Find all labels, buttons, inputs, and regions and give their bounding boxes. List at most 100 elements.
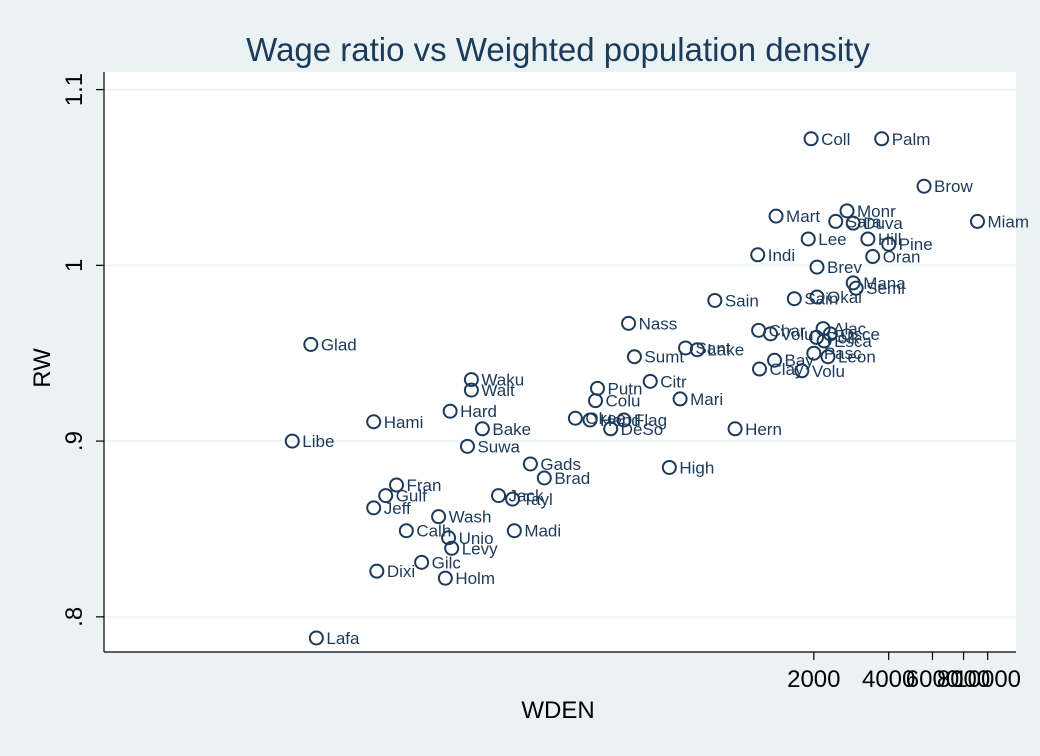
point-label: Lee (818, 230, 846, 249)
point-label: Jeff (384, 499, 411, 518)
scatter-point (816, 333, 832, 349)
point-label: Sain (804, 290, 838, 309)
scatter-point (794, 363, 810, 379)
point-label: Alac (833, 320, 867, 339)
point-label: Dixi (387, 562, 415, 581)
point-label: Gulf (396, 487, 427, 506)
point-label: Hard (460, 402, 497, 421)
scatter-point (768, 208, 784, 224)
point-label: Mart (786, 207, 820, 226)
plot-area (104, 72, 1016, 652)
point-label: Mana (863, 274, 906, 293)
scatter-point (522, 456, 538, 472)
scatter-point (672, 391, 688, 407)
y-axis-title: RW (29, 348, 56, 388)
y-tick-label: 1 (61, 259, 88, 272)
scatter-point (820, 349, 836, 365)
point-label: Holm (455, 569, 495, 588)
point-label: Gads (540, 455, 581, 474)
point-label: Jack (509, 487, 544, 506)
point-label: Levy (462, 539, 498, 558)
scatter-point (803, 131, 819, 147)
point-label: Colu (605, 392, 640, 411)
scatter-point (303, 336, 319, 352)
point-label: Citr (660, 372, 687, 391)
scatter-point (459, 438, 475, 454)
scatter-point (444, 540, 460, 556)
scatter-point (506, 523, 522, 539)
point-label: Coll (821, 130, 850, 149)
x-tick-label: 4000 (862, 666, 915, 693)
point-label: Sant (696, 339, 731, 358)
point-label: Sain (725, 291, 759, 310)
point-label: Gilc (432, 553, 462, 572)
y-tick-label: 1.1 (61, 73, 88, 106)
scatter-point (491, 488, 507, 504)
point-label: Mari (690, 390, 723, 409)
scatter-point (808, 329, 824, 345)
scatter-point (809, 259, 825, 275)
scatter-point (786, 291, 802, 307)
point-label: Brev (827, 258, 862, 277)
scatter-point (806, 345, 822, 361)
y-tick-label: .9 (61, 431, 88, 451)
scatter-point (389, 477, 405, 493)
point-label: Okal (827, 288, 862, 307)
chart-title: Wage ratio vs Weighted population densit… (246, 31, 870, 68)
point-label: Tayl (523, 490, 553, 509)
scatter-point (828, 213, 844, 229)
point-label: Flag (634, 411, 667, 430)
scatter-point (505, 491, 521, 507)
point-label: Duva (863, 214, 903, 233)
point-label: Wash (449, 508, 492, 527)
scatter-point (441, 530, 457, 546)
point-label: Monr (857, 202, 896, 221)
scatter-point (969, 213, 985, 229)
scatter-point (603, 421, 619, 437)
point-label: Semi (866, 279, 905, 298)
scatter-point (809, 289, 825, 305)
scatter-point (860, 231, 876, 247)
scatter-point (642, 373, 658, 389)
scatter-point (308, 630, 324, 646)
point-label: Fran (407, 476, 442, 495)
scatter-point (474, 421, 490, 437)
point-label: Sumt (644, 348, 684, 367)
scatter-point (750, 247, 766, 263)
point-label: Walt (481, 381, 515, 400)
point-label: High (679, 458, 714, 477)
scatter-point (865, 249, 881, 265)
point-label: Lafa (326, 629, 360, 648)
point-label: Waku (481, 371, 524, 390)
point-label: Bake (492, 420, 531, 439)
scatter-point (369, 563, 385, 579)
point-label: DeSo (621, 420, 664, 439)
point-label: Leon (838, 348, 876, 367)
scatter-point (284, 433, 300, 449)
scatter-point (767, 352, 783, 368)
scatter-point (707, 292, 723, 308)
point-label: Libe (302, 432, 334, 451)
scatter-point (414, 554, 430, 570)
point-label: Volu (781, 325, 814, 344)
point-label: Volu (812, 362, 845, 381)
scatter-point (366, 500, 382, 516)
point-label: Pine (899, 235, 933, 254)
y-tick-label: .8 (61, 607, 88, 627)
point-label: Putn (608, 379, 643, 398)
point-label: Nass (639, 314, 678, 333)
point-label: Indi (768, 246, 795, 265)
point-label: Lake (707, 341, 744, 360)
point-label: Oran (883, 248, 921, 267)
point-label: Hend (600, 411, 641, 430)
x-axis-title: WDEN (521, 697, 594, 724)
x-tick-label: 6000 (906, 666, 959, 693)
point-label: Palm (892, 130, 931, 149)
point-label: Unio (459, 529, 494, 548)
point-label: Suwa (477, 437, 520, 456)
scatter-point (463, 372, 479, 388)
scatter-point (689, 342, 705, 358)
point-label: Polk (826, 328, 860, 347)
